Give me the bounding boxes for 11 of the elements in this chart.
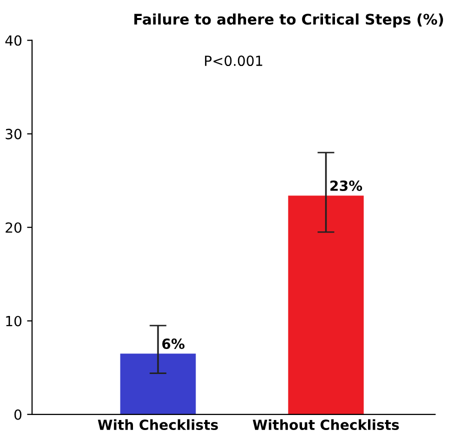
y-tick-label: 40 bbox=[5, 35, 22, 46]
data-label: 6% bbox=[162, 338, 185, 350]
y-tick-label: 30 bbox=[6, 128, 22, 140]
annotation: P<0.001 bbox=[205, 56, 262, 66]
y-tick-label: 10 bbox=[6, 316, 22, 326]
x-tick-label: Without Checklists bbox=[252, 419, 399, 430]
data-label: 23% bbox=[330, 180, 362, 191]
x-tick-label: With Checklists bbox=[98, 419, 218, 430]
y-tick-label: 0 bbox=[14, 409, 22, 420]
chart-title: Failure to adhere to Critical Steps (%) bbox=[134, 13, 444, 28]
y-tick-label: 20 bbox=[6, 222, 22, 233]
